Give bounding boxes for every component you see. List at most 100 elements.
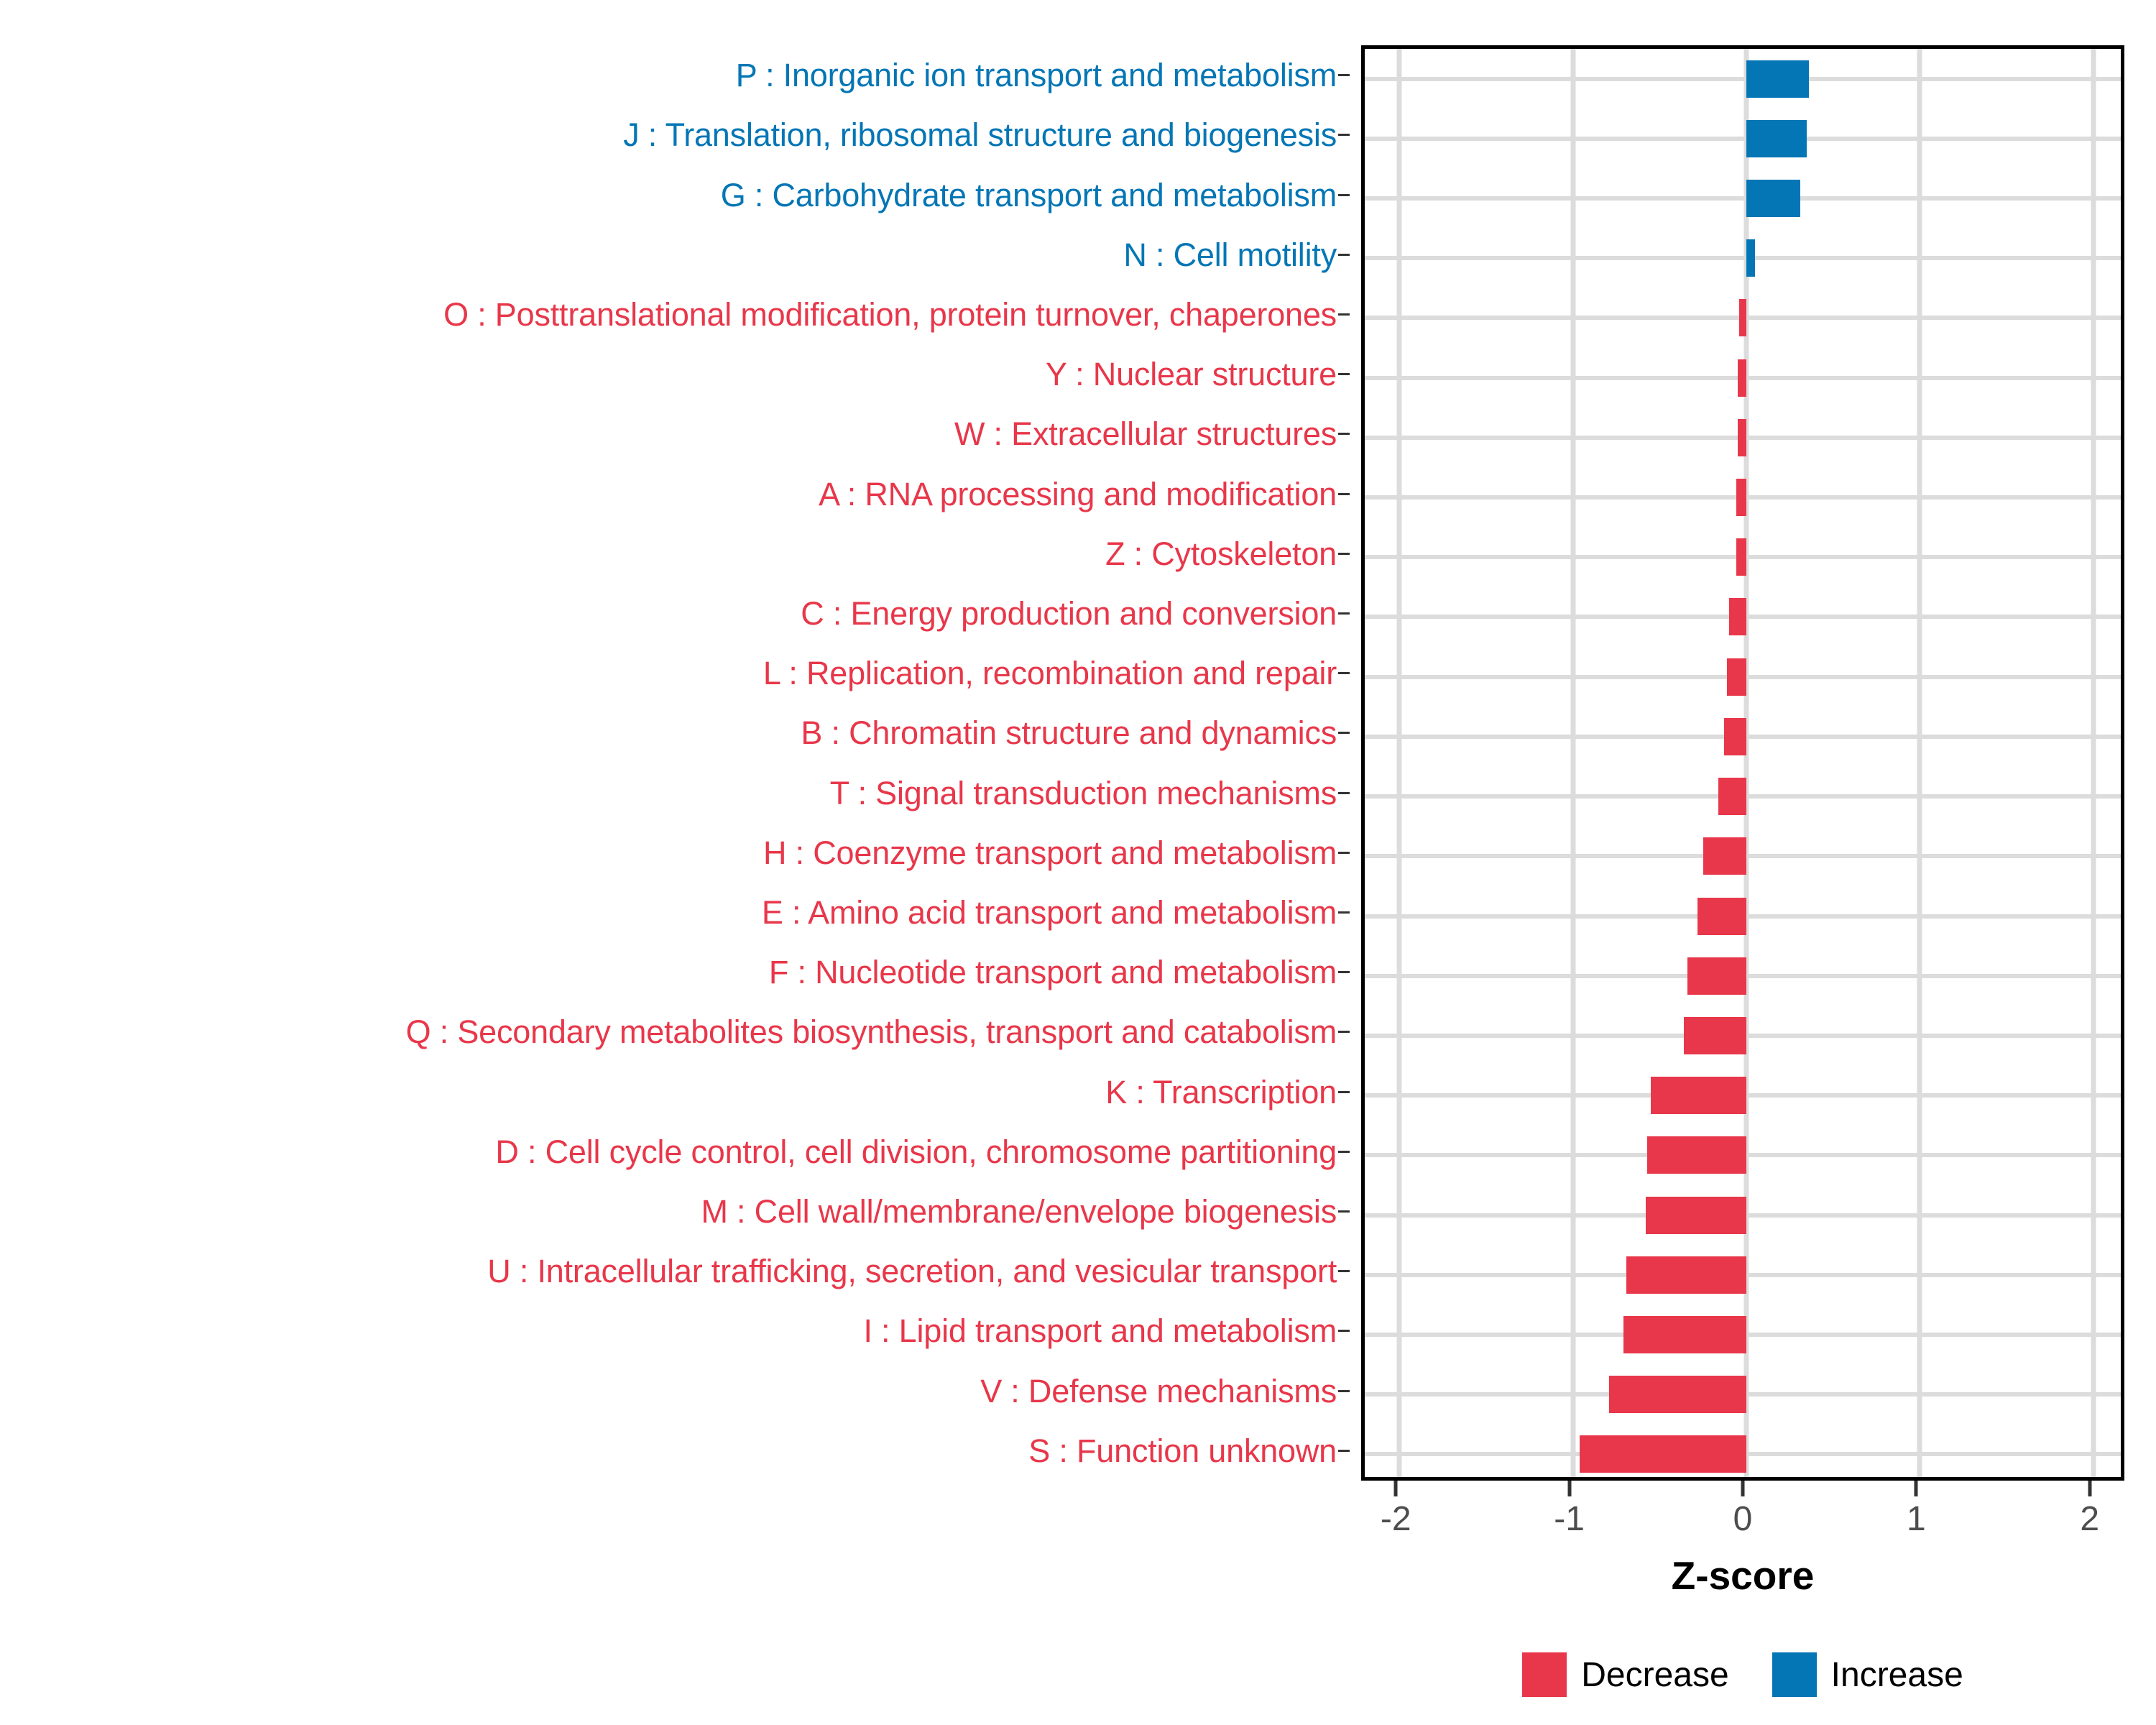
legend-swatch-icon [1772,1652,1817,1697]
bar [1728,598,1746,636]
vertical-gridline [2091,49,2096,1477]
bar [1746,180,1800,218]
category-tick-mark [1338,1210,1350,1213]
legend: Decrease Increase [1361,1646,2124,1703]
x-axis-title: Z-score [1671,1553,1815,1598]
category-tick-mark [1338,492,1350,495]
category-label-row: F : Nucleotide transport and metabolism [0,942,1350,1002]
category-label-row: O : Posttranslational modification, prot… [0,285,1350,344]
x-tick-label: -2 [1380,1500,1411,1538]
category-label: N : Cell motility [1123,236,1337,273]
legend-swatch-icon [1522,1652,1567,1697]
category-tick-mark [1338,1449,1350,1452]
category-tick-mark [1338,313,1350,316]
category-tick-mark [1338,732,1350,735]
bar [1703,837,1746,875]
category-label: H : Coenzyme transport and metabolism [763,834,1337,871]
x-tick-mark [1914,1481,1918,1496]
category-label: A : RNA processing and modification [819,475,1337,512]
bar [1727,658,1746,696]
vertical-gridline [1570,49,1576,1477]
category-axis: P : Inorganic ion transport and metaboli… [0,45,1350,1481]
category-tick-mark [1338,134,1350,137]
x-tick-mark [1567,1481,1572,1496]
category-label: S : Function unknown [1028,1432,1337,1469]
category-tick-mark [1338,612,1350,615]
category-tick-mark [1338,672,1350,675]
bar [1684,1016,1746,1054]
category-label: T : Signal transduction mechanisms [829,774,1337,811]
category-label: O : Posttranslational modification, prot… [443,295,1337,333]
bar [1736,479,1746,517]
category-label: U : Intracellular trafficking, secretion… [487,1253,1337,1290]
bar [1609,1376,1746,1414]
category-label-row: B : Chromatin structure and dynamics [0,703,1350,763]
x-tick-label: 1 [1907,1500,1926,1538]
category-tick-mark [1338,1150,1350,1153]
x-tick-mark [1393,1481,1398,1496]
legend-label: Increase [1830,1655,1963,1694]
legend-item[interactable]: Increase [1772,1652,1963,1697]
bar [1723,717,1746,755]
vertical-gridline [1743,49,1749,1477]
category-label-row: H : Coenzyme transport and metabolism [0,823,1350,883]
category-label-row: U : Intracellular trafficking, secretion… [0,1241,1350,1301]
x-tick-label: 2 [2080,1500,2100,1538]
bar [1736,538,1746,576]
category-label: M : Cell wall/membrane/envelope biogenes… [701,1193,1337,1230]
bar [1739,299,1746,337]
bar [1697,897,1746,935]
x-tick-label: 0 [1733,1500,1753,1538]
bar [1687,957,1746,995]
vertical-gridline [1396,49,1402,1477]
bar [1626,1256,1746,1294]
category-tick-mark [1338,911,1350,914]
category-label-row: A : RNA processing and modification [0,464,1350,523]
horizontal-gridline [1365,196,2121,201]
legend-item[interactable]: Decrease [1522,1652,1729,1697]
category-label-row: W : Extracellular structures [0,404,1350,464]
horizontal-gridline [1365,256,2121,261]
category-label-row: K : Transcription [0,1062,1350,1122]
category-label-row: E : Amino acid transport and metabolism [0,883,1350,942]
category-label-row: V : Defense mechanisms [0,1361,1350,1421]
bar [1647,1136,1746,1174]
category-label: Y : Nuclear structure [1045,356,1337,393]
x-tick-mark [1741,1481,1745,1496]
category-tick-mark [1338,433,1350,436]
category-label-row: J : Translation, ribosomal structure and… [0,105,1350,165]
category-tick-mark [1338,1330,1350,1333]
bar [1746,119,1807,157]
category-label: E : Amino acid transport and metabolism [761,894,1337,931]
category-label: K : Transcription [1105,1073,1337,1110]
category-label-row: P : Inorganic ion transport and metaboli… [0,45,1350,105]
category-label-row: D : Cell cycle control, cell division, c… [0,1122,1350,1182]
category-label-row: Z : Cytoskeleton [0,524,1350,584]
category-label-row: I : Lipid transport and metabolism [0,1301,1350,1361]
bar [1718,778,1746,816]
category-tick-mark [1338,791,1350,794]
category-tick-mark [1338,74,1350,77]
x-axis: -2 -1 0 1 2 [1361,1481,2124,1567]
legend-label: Decrease [1581,1655,1729,1694]
category-label: V : Defense mechanisms [980,1372,1337,1409]
category-tick-mark [1338,552,1350,555]
category-label: I : Lipid transport and metabolism [863,1312,1337,1350]
category-label: L : Replication, recombination and repai… [763,655,1337,692]
category-label-row: G : Carbohydrate transport and metabolis… [0,165,1350,224]
category-label: W : Extracellular structures [954,415,1337,453]
plot-panel [1361,45,2124,1481]
category-label-row: S : Function unknown [0,1421,1350,1481]
bar [1623,1315,1746,1353]
bar [1580,1435,1746,1473]
x-tick-mark [2088,1481,2092,1496]
category-label-row: Q : Secondary metabolites biosynthesis, … [0,1002,1350,1062]
category-tick-mark [1338,851,1350,854]
category-label-row: N : Cell motility [0,225,1350,285]
bar [1737,359,1746,397]
category-label: G : Carbohydrate transport and metabolis… [720,176,1337,213]
category-tick-mark [1338,1389,1350,1392]
category-tick-mark [1338,373,1350,376]
horizontal-gridline [1365,136,2121,141]
